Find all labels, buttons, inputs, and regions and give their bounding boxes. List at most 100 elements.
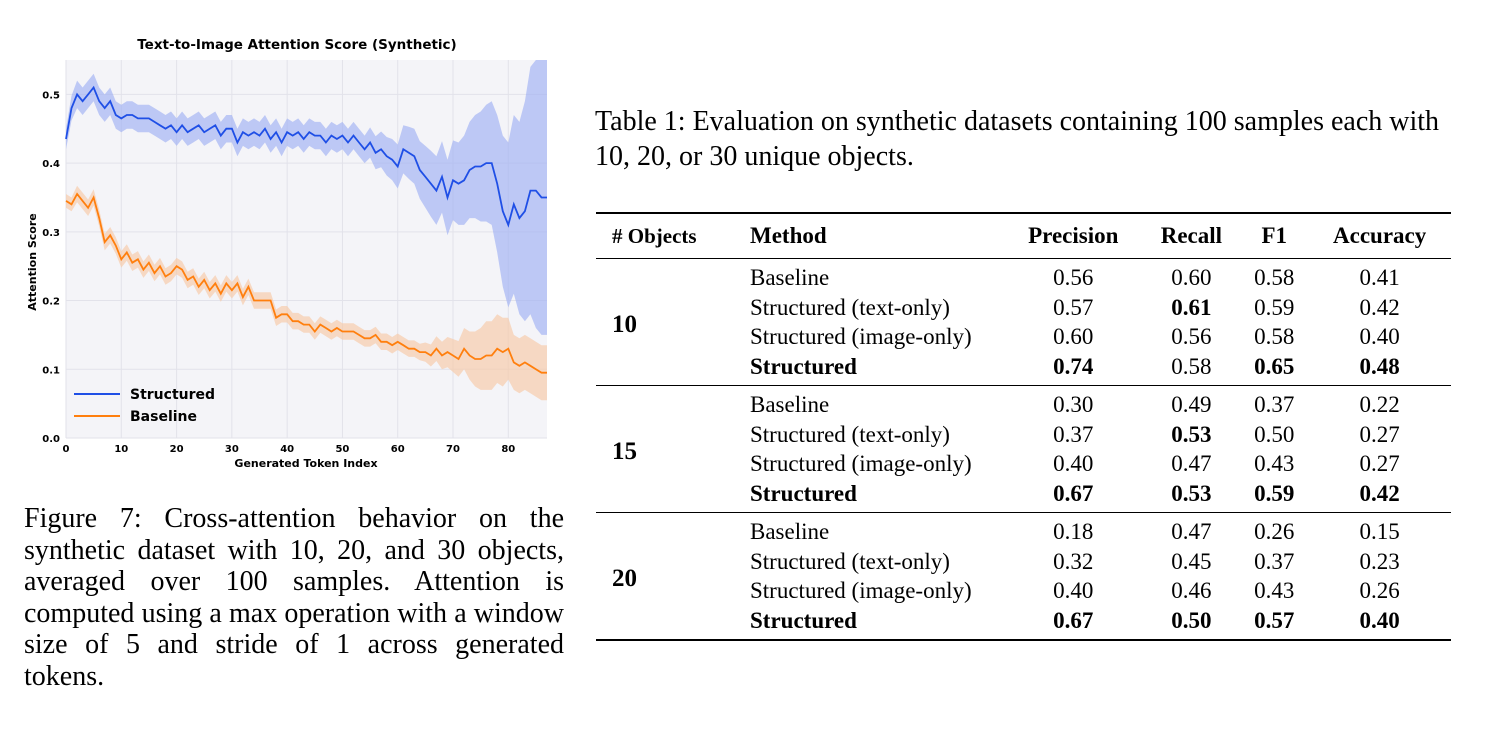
x-tick-label: 30 <box>225 444 239 455</box>
y-tick-label: 0.1 <box>42 365 60 376</box>
f1-cell: 0.26 <box>1254 519 1295 545</box>
precision-cell: 0.67 <box>1053 480 1094 506</box>
f1-cell: 0.43 <box>1254 578 1295 604</box>
figure-caption: Figure 7: Cross-attention behavior on th… <box>24 503 564 692</box>
chart-title: Text-to-Image Attention Score (Synthetic… <box>137 37 456 53</box>
x-tick-label: 60 <box>391 444 405 455</box>
recall-cell: 0.53 <box>1171 421 1212 447</box>
header-f1: F1 <box>1261 223 1288 248</box>
precision-cell: 0.74 <box>1053 353 1094 379</box>
precision-cell: 0.57 <box>1053 294 1094 320</box>
objects-cell: 15 <box>612 437 637 465</box>
precision-cell: 0.32 <box>1053 548 1094 574</box>
objects-cell: 10 <box>612 310 637 338</box>
f1-cell: 0.37 <box>1254 548 1295 574</box>
table-row: Structured (image-only) 0.40 0.46 0.43 0.26 <box>596 576 1451 606</box>
recall-cell: 0.56 <box>1171 324 1212 350</box>
y-tick-label: 0.4 <box>42 159 60 170</box>
series-line-structured <box>65 85 547 228</box>
x-axis-label: Generated Token Index <box>234 457 377 470</box>
precision-cell: 0.67 <box>1053 607 1094 633</box>
accuracy-cell: 0.15 <box>1359 519 1400 545</box>
chart-legend: Structured Baseline <box>74 387 215 425</box>
band-layer <box>66 60 547 401</box>
recall-cell: 0.46 <box>1171 578 1212 604</box>
table-caption: Table 1: Evaluation on synthetic dataset… <box>595 106 1440 172</box>
line-layer <box>65 85 547 374</box>
recall-cell: 0.61 <box>1171 294 1212 320</box>
table-row: Structured 0.67 0.53 0.59 0.42 <box>596 479 1451 513</box>
f1-cell: 0.65 <box>1254 353 1295 379</box>
attention-figure: 0 10 20 30 40 50 60 70 80 0.0 0.1 0.2 0.3 0.4 0.5 Text… <box>10 30 560 475</box>
precision-cell: 0.18 <box>1053 519 1094 545</box>
method-cell: Structured (text-only) <box>750 548 950 574</box>
series-line-baseline <box>65 192 547 374</box>
recall-cell: 0.47 <box>1171 451 1212 477</box>
results-table: # Objects Method Precision Recall F1 Acc… <box>596 212 1451 641</box>
y-tick-label: 0.2 <box>42 297 60 308</box>
table-row: Structured 0.67 0.50 0.57 0.40 <box>596 606 1451 641</box>
f1-cell: 0.58 <box>1254 265 1295 291</box>
table-row: Structured (image-only) 0.60 0.56 0.58 0.40 <box>596 322 1451 352</box>
f1-cell: 0.59 <box>1254 480 1295 506</box>
legend-label-baseline: Baseline <box>130 409 197 425</box>
method-cell: Baseline <box>750 519 830 545</box>
x-tick-label: 50 <box>335 444 349 455</box>
recall-cell: 0.60 <box>1171 265 1212 291</box>
method-cell: Structured (text-only) <box>750 421 950 447</box>
method-cell: Baseline <box>750 392 830 418</box>
method-cell: Structured (text-only) <box>750 294 950 320</box>
attention-line-chart: 0 10 20 30 40 50 60 70 80 0.0 0.1 0.2 0.3 0.4 0.5 Text… <box>26 37 547 470</box>
x-tick-label: 20 <box>170 444 184 455</box>
recall-cell: 0.47 <box>1171 519 1212 545</box>
header-objects: # Objects <box>612 223 697 248</box>
objects-cell: 20 <box>612 564 637 592</box>
x-tick-label: 80 <box>501 444 515 455</box>
table-row: Structured (image-only) 0.40 0.47 0.43 0.27 <box>596 449 1451 479</box>
precision-cell: 0.30 <box>1053 392 1094 418</box>
tick-layer: 0 10 20 30 40 50 60 70 80 0.0 0.1 0.2 0.3 0.4 0.5 <box>42 90 515 455</box>
method-cell: Structured <box>750 353 857 379</box>
table-group: 20 Baseline 0.18 0.47 0.26 0.15 Structured (te… <box>596 513 1451 641</box>
accuracy-cell: 0.40 <box>1359 324 1400 350</box>
table-row: Structured (text-only) 0.37 0.53 0.50 0.27 <box>596 420 1451 450</box>
method-cell: Baseline <box>750 265 830 291</box>
y-tick-label: 0.5 <box>42 90 60 101</box>
header-recall: Recall <box>1160 223 1223 248</box>
recall-cell: 0.58 <box>1171 353 1212 379</box>
f1-cell: 0.37 <box>1254 392 1295 418</box>
precision-cell: 0.60 <box>1053 324 1094 350</box>
header-precision: Precision <box>1028 223 1119 248</box>
table-row: 15 Baseline 0.30 0.49 0.37 0.22 <box>596 386 1451 464</box>
precision-cell: 0.37 <box>1053 421 1094 447</box>
accuracy-cell: 0.23 <box>1359 548 1400 574</box>
precision-cell: 0.40 <box>1053 578 1094 604</box>
table-header-row: # Objects Method Precision Recall F1 Acc… <box>596 213 1451 259</box>
recall-cell: 0.53 <box>1171 480 1212 506</box>
method-cell: Structured (image-only) <box>750 451 972 477</box>
precision-cell: 0.56 <box>1053 265 1094 291</box>
y-tick-label: 0.3 <box>42 228 60 239</box>
method-cell: Structured (image-only) <box>750 324 972 350</box>
band-baseline <box>66 185 547 401</box>
table-group: 10 Baseline 0.56 0.60 0.58 0.41 Structured (te… <box>596 259 1451 386</box>
f1-cell: 0.50 <box>1254 421 1295 447</box>
table-group: 15 Baseline 0.30 0.49 0.37 0.22 Structured (te… <box>596 386 1451 513</box>
legend-label-structured: Structured <box>130 387 215 403</box>
accuracy-cell: 0.40 <box>1359 607 1400 633</box>
f1-cell: 0.59 <box>1254 294 1295 320</box>
x-tick-label: 40 <box>280 444 294 455</box>
f1-cell: 0.57 <box>1254 607 1295 633</box>
recall-cell: 0.45 <box>1171 548 1212 574</box>
accuracy-cell: 0.27 <box>1359 451 1400 477</box>
header-method: Method <box>750 223 827 248</box>
accuracy-cell: 0.41 <box>1359 265 1400 291</box>
table-row: 20 Baseline 0.18 0.47 0.26 0.15 <box>596 513 1451 591</box>
y-axis-label: Attention Score <box>26 213 39 310</box>
f1-cell: 0.43 <box>1254 451 1295 477</box>
accuracy-cell: 0.26 <box>1359 578 1400 604</box>
header-accuracy: Accuracy <box>1333 223 1427 248</box>
table-row: Structured 0.74 0.58 0.65 0.48 <box>596 352 1451 386</box>
method-cell: Structured <box>750 480 857 506</box>
table-row: Structured (text-only) 0.57 0.61 0.59 0.42 <box>596 293 1451 323</box>
